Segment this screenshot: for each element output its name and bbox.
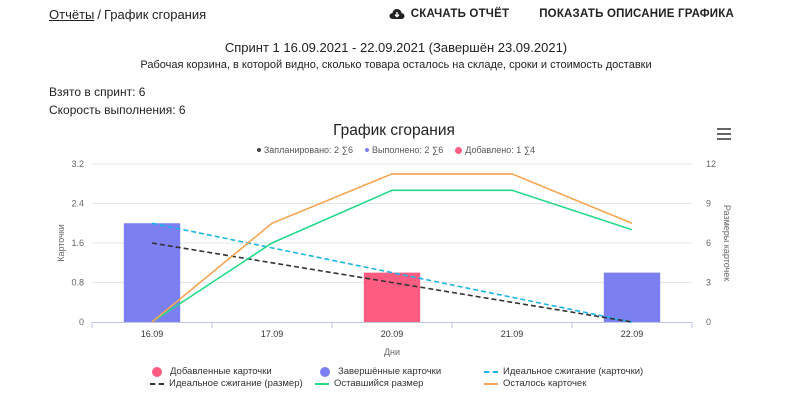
ideal-size-line-icon	[150, 382, 164, 385]
completed-cards-marker-icon	[320, 366, 330, 377]
show-description-label: ПОКАЗАТЬ ОПИСАНИЕ ГРАФИКА	[539, 8, 734, 20]
header-actions: СКАЧАТЬ ОТЧЁТ ПОКАЗАТЬ ОПИСАНИЕ ГРАФИКА	[389, 8, 734, 20]
series-line	[151, 222, 633, 323]
bar	[123, 223, 181, 322]
breadcrumb-reports-link[interactable]: Отчёты	[49, 7, 95, 22]
planned-dot-icon	[256, 148, 261, 152]
legend-added-cards-label: Добавленные карточки	[170, 366, 272, 377]
legend-planned-label: Запланировано: 2 ∑6	[263, 145, 353, 155]
top-bar: Отчёты / График сгорания СКАЧАТЬ ОТЧЁТ ПОК…	[0, 0, 792, 30]
sprint-title: Спринт 1 16.09.2021 - 22.09.2021 (Заверш…	[224, 40, 568, 55]
y2-tick-label: 0	[706, 317, 711, 327]
bar	[363, 272, 421, 322]
breadcrumb-current: График сгорания	[104, 7, 207, 22]
cloud-download-icon	[389, 9, 405, 19]
remaining-cards-line-icon	[484, 382, 498, 385]
x-tick-label: 22.09	[621, 329, 644, 339]
show-description-button[interactable]: ПОКАЗАТЬ ОПИСАНИЕ ГРАФИКА	[539, 8, 734, 20]
stat-taken: Взято в спринт: 6	[49, 85, 146, 99]
y-tick-label: 3.2	[71, 159, 84, 169]
legend-added-label: Добавлено: 1 ∑4	[465, 145, 536, 155]
legend-added-cards[interactable]: Добавленные карточки	[152, 366, 272, 377]
stat-speed: Скорость выполнения: 6	[49, 103, 186, 117]
download-report-button[interactable]: СКАЧАТЬ ОТЧЁТ	[389, 8, 509, 20]
done-dot-icon	[364, 148, 369, 152]
sprint-description: Рабочая корзина, в которой видно, скольк…	[140, 59, 652, 71]
hamburger-menu-icon-line	[717, 138, 731, 140]
x-tick-label: 21.09	[501, 329, 524, 339]
legend-remaining-cards-label: Осталось карточек	[503, 378, 587, 389]
legend-done-label: Выполнено: 2 ∑6	[371, 145, 444, 155]
chart-menu-button[interactable]	[717, 128, 731, 140]
y-tick-label: 1.6	[71, 238, 84, 248]
download-report-label: СКАЧАТЬ ОТЧЁТ	[410, 8, 510, 20]
y-tick-label: 0	[79, 317, 84, 327]
y2-tick-label: 3	[706, 278, 711, 288]
x-axis-title: Дни	[384, 347, 400, 357]
added-cards-marker-icon	[152, 366, 162, 377]
breadcrumb-separator: /	[97, 7, 101, 22]
hamburger-menu-icon-line	[717, 133, 731, 135]
bar	[603, 272, 661, 322]
legend-remaining-size[interactable]: Оставшийся размер	[315, 378, 423, 389]
x-tick-label: 16.09	[141, 329, 164, 339]
y2-tick-label: 6	[706, 238, 711, 248]
legend-completed-cards-label: Завершённые карточки	[338, 366, 442, 377]
x-tick-label: 17.09	[261, 329, 284, 339]
legend-remaining-cards[interactable]: Осталось карточек	[484, 378, 586, 389]
remaining-size-line-icon	[315, 382, 329, 385]
x-tick-label: 20.09	[381, 329, 404, 339]
legend-planned[interactable]: Запланировано: 2 ∑6	[256, 145, 353, 155]
legend-ideal-cards-label: Идеальное сжигание (карточки)	[503, 366, 644, 377]
y2-tick-label: 9	[706, 199, 711, 209]
hamburger-menu-icon	[717, 128, 731, 130]
series-line	[151, 173, 633, 323]
y-tick-label: 2.4	[71, 199, 84, 209]
y-tick-label: 0.8	[71, 278, 84, 288]
legend-ideal-size[interactable]: Идеальное сжигание (размер)	[150, 378, 303, 389]
legend-added[interactable]: Добавлено: 1 ∑4	[455, 145, 535, 155]
chart-title: График сгорания	[333, 122, 455, 139]
ideal-cards-line-icon	[484, 370, 498, 373]
legend-ideal-cards[interactable]: Идеальное сжигание (карточки)	[484, 366, 643, 377]
added-dot-icon	[455, 146, 463, 154]
y2-tick-label: 12	[706, 159, 716, 169]
breadcrumb: Отчёты / График сгорания	[49, 7, 206, 22]
legend-ideal-size-label: Идеальное сжигание (размер)	[169, 378, 303, 389]
series-line	[151, 189, 633, 323]
y2-axis-title: Размеры карточек	[722, 205, 732, 281]
legend-completed-cards[interactable]: Завершённые карточки	[320, 366, 441, 377]
y-axis-title: Карточки	[56, 224, 66, 262]
summary-legend: Запланировано: 2 ∑6 Выполнено: 2 ∑6 Доба…	[0, 145, 792, 155]
legend-remaining-size-label: Оставшийся размер	[334, 378, 424, 389]
legend-done[interactable]: Выполнено: 2 ∑6	[364, 145, 444, 155]
